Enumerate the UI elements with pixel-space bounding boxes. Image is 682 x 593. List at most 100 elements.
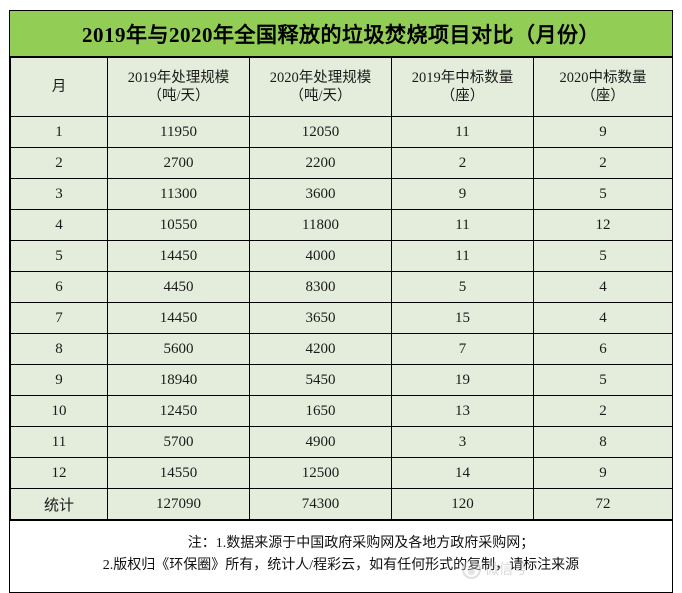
cell-count-2019: 9 [391, 178, 534, 210]
column-header-scale-2019-line1: 2019年处理规模 [127, 69, 230, 86]
cell-count-2020: 2 [533, 147, 673, 179]
cell-scale-2020: 4900 [249, 426, 392, 458]
table-row: 11 5700 4900 3 8 [10, 426, 673, 458]
cell-scale-2020: 4200 [249, 333, 392, 365]
table-row: 10 12450 1650 13 2 [10, 395, 673, 427]
column-header-count-2019: 2019年中标数量 （座） [391, 57, 534, 117]
table-body: 1 11950 12050 11 9 2 2700 2200 2 2 3 11300 3600 9 5 4 10… [10, 116, 673, 520]
cell-count-2020: 5 [533, 364, 673, 396]
column-header-scale-2020-line1: 2020年处理规模 [269, 69, 372, 86]
cell-scale-2020: 12050 [249, 116, 392, 148]
cell-count-2020: 9 [533, 116, 673, 148]
cell-scale-2019: 14550 [107, 457, 250, 489]
column-header-scale-2019-line2: （吨/天） [147, 88, 210, 104]
cell-count-2019: 2 [391, 147, 534, 179]
cell-count-2019: 7 [391, 333, 534, 365]
cell-scale-2020: 3600 [249, 178, 392, 210]
cell-month: 9 [10, 364, 108, 396]
cell-count-2019: 3 [391, 426, 534, 458]
cell-scale-2019: 12450 [107, 395, 250, 427]
table-row: 7 14450 3650 15 4 [10, 302, 673, 334]
cell-count-2019: 13 [391, 395, 534, 427]
cell-count-2019: 5 [391, 271, 534, 303]
cell-scale-2019: 4450 [107, 271, 250, 303]
cell-scale-2020: 3650 [249, 302, 392, 334]
cell-scale-2019: 2700 [107, 147, 250, 179]
cell-scale-2019: 14450 [107, 302, 250, 334]
table-row: 9 18940 5450 19 5 [10, 364, 673, 396]
cell-count-2019: 19 [391, 364, 534, 396]
cell-scale-2020: 8300 [249, 271, 392, 303]
table-row: 3 11300 3600 9 5 [10, 178, 673, 210]
cell-count-2019: 14 [391, 457, 534, 489]
column-header-count-2019-line2: （座） [440, 88, 485, 104]
cell-count-2020: 5 [533, 178, 673, 210]
cell-count-2019: 11 [391, 240, 534, 272]
cell-scale-2020: 2200 [249, 147, 392, 179]
table-row: 6 4450 8300 5 4 [10, 271, 673, 303]
column-header-month-line1: 月 [51, 78, 67, 95]
cell-month: 7 [10, 302, 108, 334]
column-header-scale-2020: 2020年处理规模 （吨/天） [249, 57, 392, 117]
cell-scale-2019: 127090 [107, 488, 250, 520]
column-header-count-2019-line1: 2019年中标数量 [411, 69, 514, 86]
table-row: 5 14450 4000 11 5 [10, 240, 673, 272]
table-header: 月 2019年处理规模 （吨/天） 2020年处理规模 （吨/天） 2019年中… [10, 57, 673, 117]
cell-scale-2019: 10550 [107, 209, 250, 241]
cell-count-2020: 12 [533, 209, 673, 241]
cell-month: 1 [10, 116, 108, 148]
table-row: 4 10550 11800 11 12 [10, 209, 673, 241]
cell-count-2020: 72 [533, 488, 673, 520]
table-row: 12 14550 12500 14 9 [10, 457, 673, 489]
cell-month: 12 [10, 457, 108, 489]
table-row: 2 2700 2200 2 2 [10, 147, 673, 179]
cell-month: 8 [10, 333, 108, 365]
column-header-month: 月 [10, 57, 108, 117]
cell-scale-2019: 5700 [107, 426, 250, 458]
table-header-row: 月 2019年处理规模 （吨/天） 2020年处理规模 （吨/天） 2019年中… [10, 57, 673, 117]
cell-count-2020: 8 [533, 426, 673, 458]
page-title: 2019年与2020年全国释放的垃圾焚烧项目对比（月份） [82, 22, 600, 47]
column-header-scale-2019: 2019年处理规模 （吨/天） [107, 57, 250, 117]
cell-month: 2 [10, 147, 108, 179]
column-header-count-2020-line2: （座） [581, 88, 625, 104]
cell-count-2019: 120 [391, 488, 534, 520]
cell-scale-2020: 5450 [249, 364, 392, 396]
cell-count-2019: 15 [391, 302, 534, 334]
comparison-table-sheet: 2019年与2020年全国释放的垃圾焚烧项目对比（月份） 月 2019年处理规模… [9, 10, 673, 593]
cell-scale-2019: 11950 [107, 116, 250, 148]
data-table: 月 2019年处理规模 （吨/天） 2020年处理规模 （吨/天） 2019年中… [10, 57, 673, 520]
cell-count-2020: 9 [533, 457, 673, 489]
cell-count-2020: 2 [533, 395, 673, 427]
cell-month: 统计 [10, 488, 108, 520]
cell-scale-2019: 5600 [107, 333, 250, 365]
table-row: 1 11950 12050 11 9 [10, 116, 673, 148]
cell-scale-2020: 74300 [249, 488, 392, 520]
footnote-line-2: 2.版权归《环保圈》所有，统计人/程彩云，如有任何形式的复制，请标注来源 [102, 557, 580, 573]
footnote-line-1: 注：1.数据来源于中国政府采购网及各地方政府采购网； [187, 536, 535, 551]
footnote-block: 注：1.数据来源于中国政府采购网及各地方政府采购网； 2.版权归《环保圈》所有，… [10, 520, 672, 592]
cell-count-2019: 11 [391, 116, 534, 148]
cell-count-2019: 11 [391, 209, 534, 241]
table-total-row: 统计 127090 74300 120 72 [10, 488, 673, 520]
cell-month: 10 [10, 395, 108, 427]
cell-count-2020: 6 [533, 333, 673, 365]
cell-month: 5 [10, 240, 108, 272]
cell-scale-2019: 18940 [107, 364, 250, 396]
cell-scale-2020: 11800 [249, 209, 392, 241]
table-row: 8 5600 4200 7 6 [10, 333, 673, 365]
cell-month: 11 [10, 426, 108, 458]
cell-scale-2020: 4000 [249, 240, 392, 272]
cell-month: 3 [10, 178, 108, 210]
cell-month: 6 [10, 271, 108, 303]
cell-scale-2019: 11300 [107, 178, 250, 210]
cell-month: 4 [10, 209, 108, 241]
cell-count-2020: 4 [533, 302, 673, 334]
cell-scale-2020: 1650 [249, 395, 392, 427]
cell-scale-2020: 12500 [249, 457, 392, 489]
column-header-scale-2020-line2: （吨/天） [289, 88, 352, 104]
column-header-count-2020: 2020中标数量 （座） [533, 57, 673, 117]
cell-count-2020: 4 [533, 271, 673, 303]
cell-scale-2019: 14450 [107, 240, 250, 272]
